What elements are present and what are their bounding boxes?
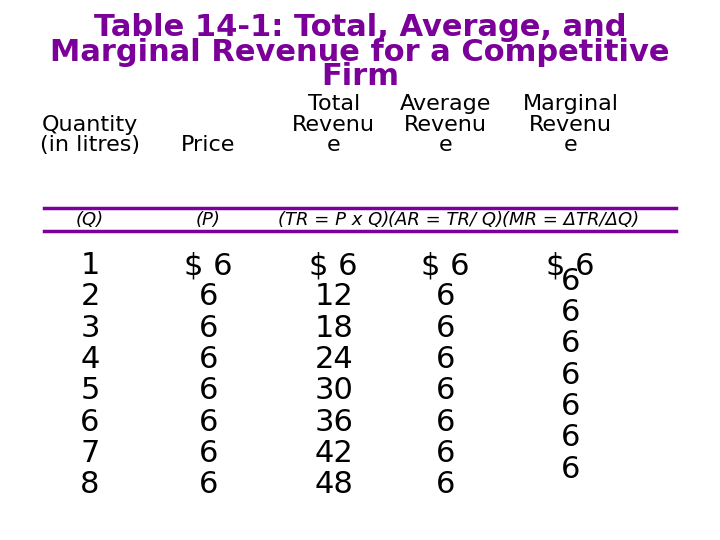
Text: 18: 18 bbox=[314, 314, 353, 343]
Text: 6: 6 bbox=[436, 282, 455, 312]
Text: 6: 6 bbox=[436, 376, 455, 406]
Text: (P): (P) bbox=[196, 211, 221, 229]
Text: 24: 24 bbox=[315, 345, 353, 374]
Text: 4: 4 bbox=[81, 345, 99, 374]
Text: 6: 6 bbox=[436, 470, 455, 500]
Text: 6: 6 bbox=[199, 470, 218, 500]
Text: Firm: Firm bbox=[321, 62, 399, 91]
Text: 6: 6 bbox=[561, 267, 580, 296]
Text: 6: 6 bbox=[199, 314, 218, 343]
Text: Table 14-1: Total, Average, and: Table 14-1: Total, Average, and bbox=[94, 14, 626, 43]
Text: Revenu: Revenu bbox=[292, 115, 375, 135]
Text: 5: 5 bbox=[81, 376, 99, 406]
Text: 6: 6 bbox=[199, 376, 218, 406]
Text: 2: 2 bbox=[81, 282, 99, 312]
Text: Price: Price bbox=[181, 135, 235, 155]
Text: 6: 6 bbox=[81, 408, 99, 437]
Text: e: e bbox=[327, 135, 341, 155]
Text: 6: 6 bbox=[199, 345, 218, 374]
Text: $ 6: $ 6 bbox=[184, 251, 233, 280]
Text: 6: 6 bbox=[436, 345, 455, 374]
Text: 3: 3 bbox=[80, 314, 100, 343]
Text: 6: 6 bbox=[561, 423, 580, 453]
Text: (MR = ΔTR/ΔQ): (MR = ΔTR/ΔQ) bbox=[502, 211, 639, 229]
Text: Total: Total bbox=[307, 94, 360, 114]
Text: 8: 8 bbox=[80, 470, 100, 500]
Text: Quantity: Quantity bbox=[42, 115, 138, 135]
Text: 6: 6 bbox=[561, 329, 580, 359]
Text: 7: 7 bbox=[81, 439, 99, 468]
Text: Revenu: Revenu bbox=[529, 115, 612, 135]
Text: 6: 6 bbox=[561, 298, 580, 327]
Text: (Q): (Q) bbox=[76, 211, 104, 229]
Text: 6: 6 bbox=[199, 408, 218, 437]
Text: (AR = TR/ Q): (AR = TR/ Q) bbox=[388, 211, 503, 229]
Text: 30: 30 bbox=[314, 376, 353, 406]
Text: (in litres): (in litres) bbox=[40, 135, 140, 155]
Text: Marginal Revenue for a Competitive: Marginal Revenue for a Competitive bbox=[50, 38, 670, 67]
Text: (TR = P x Q): (TR = P x Q) bbox=[278, 211, 390, 229]
Text: 36: 36 bbox=[314, 408, 353, 437]
Text: 6: 6 bbox=[561, 455, 580, 484]
Text: 6: 6 bbox=[436, 439, 455, 468]
Text: e: e bbox=[564, 135, 577, 155]
Text: $ 6: $ 6 bbox=[310, 251, 358, 280]
Text: 6: 6 bbox=[436, 408, 455, 437]
Text: 42: 42 bbox=[315, 439, 353, 468]
Text: Marginal: Marginal bbox=[523, 94, 618, 114]
Text: $ 6: $ 6 bbox=[546, 251, 595, 280]
Text: Revenu: Revenu bbox=[404, 115, 487, 135]
Text: $ 6: $ 6 bbox=[421, 251, 470, 280]
Text: 6: 6 bbox=[199, 439, 218, 468]
Text: 6: 6 bbox=[561, 392, 580, 421]
Text: Average: Average bbox=[400, 94, 491, 114]
Text: 6: 6 bbox=[561, 361, 580, 390]
Text: e: e bbox=[438, 135, 452, 155]
Text: 48: 48 bbox=[314, 470, 353, 500]
Text: 1: 1 bbox=[81, 251, 99, 280]
Text: 12: 12 bbox=[315, 282, 353, 312]
Text: 6: 6 bbox=[436, 314, 455, 343]
Text: 6: 6 bbox=[199, 282, 218, 312]
